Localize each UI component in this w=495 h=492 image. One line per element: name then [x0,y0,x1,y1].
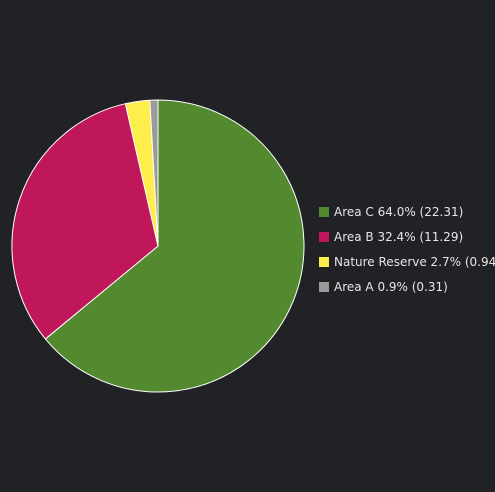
pie-slice-area-b[interactable] [11,103,159,340]
pie-slice-area-c[interactable] [44,99,305,393]
legend-label-nature-reserve: Nature Reserve 2.7% (0.94) [334,254,495,269]
pie-slice-area-a[interactable] [149,99,159,247]
legend-swatch-area-c [319,206,329,217]
legend-item-nature-reserve[interactable]: Nature Reserve 2.7% (0.94) [319,249,495,274]
legend-swatch-nature-reserve [319,256,329,267]
legend-label-area-c: Area C 64.0% (22.31) [334,204,464,219]
legend-label-area-a: Area A 0.9% (0.31) [334,279,448,294]
legend-swatch-area-a [319,281,329,292]
legend-item-area-c[interactable]: Area C 64.0% (22.31) [319,199,495,224]
legend-label-area-b: Area B 32.4% (11.29) [334,229,464,244]
legend-swatch-area-b [319,231,329,242]
legend-item-area-a[interactable]: Area A 0.9% (0.31) [319,274,495,299]
legend-item-area-b[interactable]: Area B 32.4% (11.29) [319,224,495,249]
chart-legend: Area C 64.0% (22.31) Area B 32.4% (11.29… [319,199,495,299]
